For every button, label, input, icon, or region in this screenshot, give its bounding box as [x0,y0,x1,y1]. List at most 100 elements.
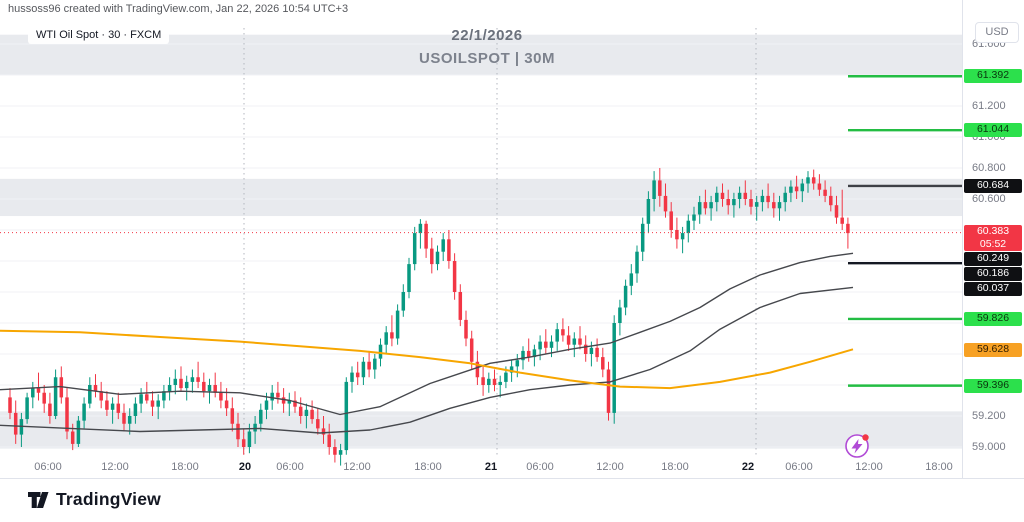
candle-body [732,199,736,206]
time-tick-label: 06:00 [276,461,304,473]
level-price-label[interactable]: 59.826 [964,311,1022,326]
candle-body [338,450,343,455]
time-tick-label: 06:00 [785,461,813,473]
candle-body [578,338,582,345]
candle-body [293,400,297,407]
ma-fast-gray [0,252,854,416]
time-tick-day-label: 21 [484,461,498,473]
candle-body [259,409,263,424]
candle-body [766,195,770,203]
candle-body [378,344,383,359]
candle-body [549,341,554,348]
price-zone [0,411,962,449]
time-tick-label: 12:00 [855,461,883,473]
candle-body [652,180,656,199]
candle-body [287,400,292,404]
candle-body [686,220,691,234]
symbol-legend[interactable]: WTI Oil Spot · 30 · FXCM [28,26,170,44]
candle-body [99,391,103,401]
tradingview-logo[interactable]: TradingView [28,489,161,510]
candle-body [595,347,599,358]
time-tick-day-label: 22 [741,461,755,473]
candle-body [492,378,497,385]
price-axis-border [962,0,963,478]
candle-body [127,416,132,424]
level-price-label[interactable]: 61.044 [964,123,1022,138]
candle-body [589,347,594,354]
level-price-label[interactable]: 60.186 [964,267,1022,282]
candle-body [538,341,542,350]
candle-body [8,397,12,413]
price-axis[interactable]: 61.60061.40061.20061.00060.80060.60060.4… [963,0,1024,478]
time-axis[interactable]: 06:00 12:00 18:00 20 06:00 12:00 18:00 21 06:00 1… [0,455,962,478]
candle-body [504,372,508,382]
candle-body [48,403,52,416]
currency-unit-button[interactable]: USD [975,22,1019,43]
candle-body [184,381,189,389]
candle-body [207,385,212,392]
candle-body [350,372,354,382]
candle-body [612,323,616,413]
candle-body [743,192,748,199]
candle-body [783,192,787,203]
candle-body [829,195,833,206]
candle-body [333,447,337,455]
candle-body [93,385,98,392]
candle-body [344,381,349,451]
candle-body [219,392,223,401]
candle-body [162,391,166,401]
candle-body [65,397,69,432]
candle-body [145,394,149,401]
candle-body [629,273,634,286]
candle-body [236,423,240,440]
chart-canvas[interactable] [0,0,962,478]
candle-body [401,292,406,311]
time-tick-label: 12:00 [101,461,129,473]
candle-body [789,186,793,193]
candle-body [772,202,776,209]
level-price-label[interactable]: 60.684 [964,178,1022,193]
candle-body [703,202,708,209]
candle-body [800,183,805,192]
candle-body [316,419,320,429]
candle-body [230,408,235,424]
candle-body [116,403,121,413]
ma-value-label[interactable]: 60.249 [964,252,1022,267]
candle-body [202,381,206,392]
time-tick-label: 18:00 [414,461,442,473]
candle-body [384,332,388,345]
candle-body [726,199,730,206]
candle-body [173,378,178,385]
level-price-label[interactable]: 61.392 [964,69,1022,84]
candle-body [760,195,765,203]
candle-body [566,335,571,345]
candle-body [390,332,394,339]
time-tick-label: 12:00 [343,461,371,473]
ma-value-label[interactable]: 59.628 [964,342,1022,357]
candle-body [720,192,725,199]
attribution-watermark: hussoss96 created with TradingView.com, … [8,3,349,15]
price-tick-label: 60.600 [972,193,1006,205]
time-tick-label: 06:00 [34,461,62,473]
candle-body [692,214,696,221]
candle-body [70,431,75,444]
level-price-label[interactable]: 59.396 [964,378,1022,393]
candle-body [646,199,651,224]
candle-body [680,233,685,240]
candle-body [276,392,280,398]
candle-body [487,378,491,385]
candle-body [777,202,782,209]
last-price-label[interactable]: 60.383 05:52 [964,225,1022,252]
candle-body [675,230,679,240]
candle-body [156,400,160,407]
candle-body [241,439,246,447]
candle-body [834,205,839,218]
candle-body [435,251,440,265]
candle-body [361,361,366,378]
candle-body [846,223,850,234]
price-tick-label: 61.200 [972,100,1006,112]
candle-body [447,239,451,261]
candle-body [658,180,662,196]
ma-value-label[interactable]: 60.037 [964,282,1022,297]
candle-body [13,412,18,435]
